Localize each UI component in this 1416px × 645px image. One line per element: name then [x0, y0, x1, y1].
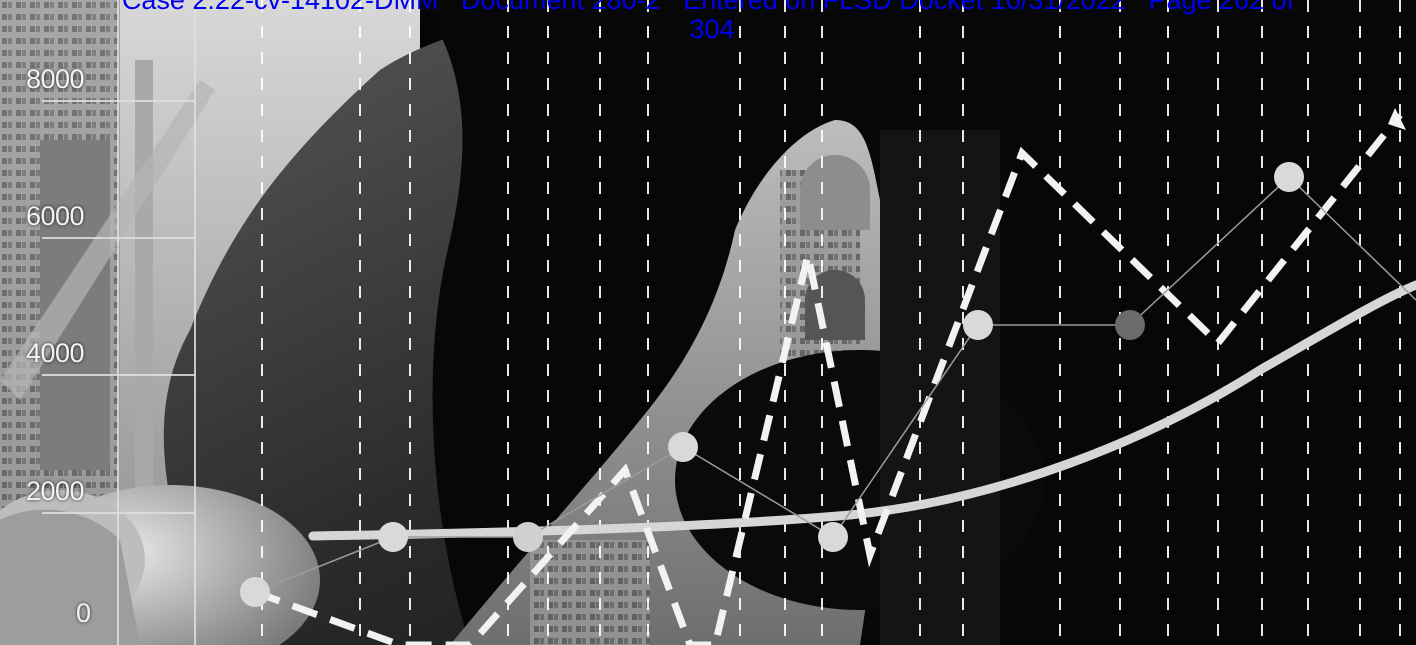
document-number: Document 280-2: [461, 0, 661, 15]
trend-curve: [308, 280, 1416, 541]
marker-6: [963, 310, 993, 340]
data-markers: [240, 162, 1304, 607]
entered-date: Entered on FLSD Docket 10/31/2022: [683, 0, 1126, 15]
marker-7: [1115, 310, 1145, 340]
arrow-head: [1388, 108, 1406, 130]
dashed-zigzag-line: [253, 112, 1403, 645]
marker-8: [1274, 162, 1304, 192]
case-number: Case 2:22-cv-14102-DMM: [121, 0, 439, 15]
hand: [0, 485, 320, 645]
docket-stamp-link[interactable]: Case 2:22-cv-14102-DMM Document 280-2 En…: [0, 0, 1416, 44]
marker-2: [378, 522, 408, 552]
y-tick-label-0: 0: [76, 598, 91, 628]
marker-1: [240, 577, 270, 607]
y-tick-label-8000: 8000: [26, 64, 85, 94]
y-tick-label-2000: 2000: [26, 476, 85, 506]
page-info: Page 262 of: [1148, 0, 1295, 15]
y-tick-label-4000: 4000: [26, 338, 85, 368]
y-tick-label-6000: 6000: [26, 201, 85, 231]
marker-3: [513, 522, 543, 552]
marker-4: [668, 432, 698, 462]
y-axis-line: [117, 0, 196, 645]
page-total: 304: [689, 14, 735, 44]
marker-5: [818, 522, 848, 552]
